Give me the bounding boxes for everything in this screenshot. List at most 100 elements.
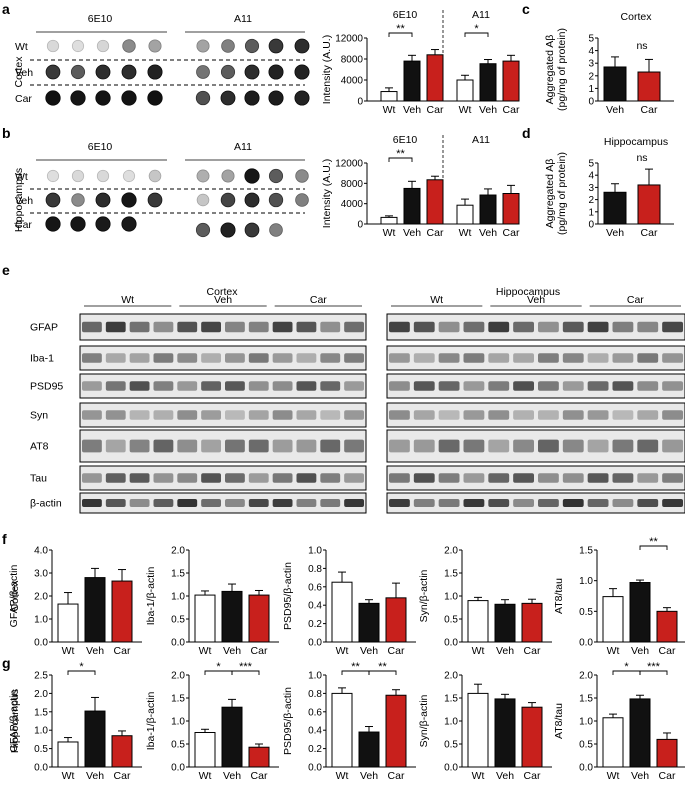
y-tick-label: 1.0: [171, 592, 185, 603]
wb-band: [587, 321, 609, 333]
x-tick-label: Wt: [62, 645, 75, 657]
wb-strip: [386, 402, 685, 428]
y-tick-label: 2.0: [34, 689, 48, 700]
wb-band: [637, 381, 659, 391]
significance-label: **: [351, 661, 360, 673]
dotblot-dot: [196, 39, 210, 53]
y-tick-label: 1.5: [171, 569, 185, 580]
wb-band: [201, 499, 221, 507]
wb-band: [248, 381, 269, 391]
x-tick-label: Veh: [360, 645, 378, 657]
bar: [629, 698, 651, 768]
dotblot-row-label: Wt: [15, 171, 28, 183]
dotblot-dot: [244, 38, 260, 54]
wb-band: [320, 439, 341, 453]
dotblot-dot: [221, 39, 235, 53]
y-tick-label: 0.0: [171, 638, 185, 649]
bar: [603, 66, 627, 102]
y-tick-label: 1.0: [579, 717, 593, 728]
wb-band: [438, 381, 460, 391]
dotblot-dot: [244, 90, 260, 106]
y-tick-label: 4: [588, 171, 594, 182]
wb-band-label: GFAP: [30, 322, 58, 334]
bar: [456, 79, 474, 102]
wb-band: [129, 473, 150, 483]
wb-band: [413, 410, 435, 420]
wb-band: [225, 439, 245, 453]
y-tick-label: 2.0: [444, 671, 458, 682]
y-tick-label: 0.5: [171, 615, 185, 626]
wb-band: [389, 473, 410, 483]
dotblot-dot: [71, 169, 85, 183]
bar: [385, 597, 407, 643]
dotblot-row-label: Car: [15, 93, 32, 105]
wb-band: [438, 410, 460, 420]
wb-strip: [386, 373, 685, 399]
wb-band: [225, 353, 245, 363]
wb-band: [513, 439, 534, 453]
dotblot-dot: [95, 216, 111, 232]
wb-band: [438, 321, 460, 333]
wb-band: [248, 410, 269, 420]
x-tick-label: Veh: [496, 645, 514, 657]
bar: [194, 732, 216, 768]
bar: [84, 577, 106, 643]
y-tick-label: 0.4: [308, 726, 322, 737]
significance-label: **: [649, 536, 658, 548]
wb-band: [201, 439, 221, 453]
dotblot-dot: [294, 90, 310, 106]
y-tick-label: 1.0: [34, 615, 48, 626]
dotblot-dot: [96, 39, 110, 53]
bar: [637, 71, 661, 102]
panel-label-d: d: [522, 125, 531, 141]
y-tick-label: 1.5: [579, 694, 593, 705]
panel-label-b: b: [2, 125, 11, 141]
dotblot-dot: [95, 192, 111, 208]
wb-band: [587, 439, 609, 453]
y-tick-label: 2.0: [444, 546, 458, 557]
y-axis-label: PSD95/β-actin: [282, 562, 294, 630]
dotblot-dot: [269, 223, 283, 237]
significance-bracket: [231, 670, 260, 675]
bar: [248, 594, 270, 643]
wb-band: [587, 353, 609, 363]
wb-band: [225, 410, 245, 420]
x-tick-label: Car: [524, 770, 541, 782]
wb-band: [463, 353, 485, 363]
x-tick-label: Veh: [403, 104, 421, 116]
x-tick-label: Veh: [496, 770, 514, 782]
group-label: A11: [472, 9, 490, 21]
y-tick-label: 0.5: [444, 615, 458, 626]
wb-band: [413, 439, 435, 453]
wb-band-label: Tau: [30, 473, 47, 485]
group-label: A11: [472, 134, 490, 146]
x-tick-label: Car: [388, 770, 405, 782]
dotblot-dot: [148, 169, 162, 183]
wb-band: [612, 473, 634, 483]
y-tick-label: 0.0: [171, 763, 185, 774]
y-tick-label: 0.5: [444, 740, 458, 751]
wb-band: [488, 473, 510, 483]
wb-band: [344, 439, 364, 453]
y-tick-label: 0.0: [579, 638, 593, 649]
wb-strip: [386, 492, 685, 514]
wb-band: [562, 499, 584, 507]
y-tick-label: 0.8: [308, 564, 322, 575]
y-tick-label: 2.0: [34, 592, 48, 603]
wb-band: [488, 381, 510, 391]
wb-band: [389, 321, 410, 333]
wb-band: [637, 473, 659, 483]
wb-band: [662, 353, 683, 363]
dotblot-dot: [244, 222, 260, 238]
bar: [380, 216, 398, 225]
dotblot-dot: [268, 90, 284, 106]
y-tick-label: 2.0: [579, 671, 593, 682]
wb-band: [82, 499, 102, 507]
wb-band: [538, 499, 559, 507]
bar: [479, 63, 497, 102]
y-axis-label: Syn/β-actin: [418, 694, 430, 747]
significance-bracket: [368, 670, 397, 675]
y-tick-label: 5: [588, 159, 594, 170]
wb-band: [129, 353, 150, 363]
